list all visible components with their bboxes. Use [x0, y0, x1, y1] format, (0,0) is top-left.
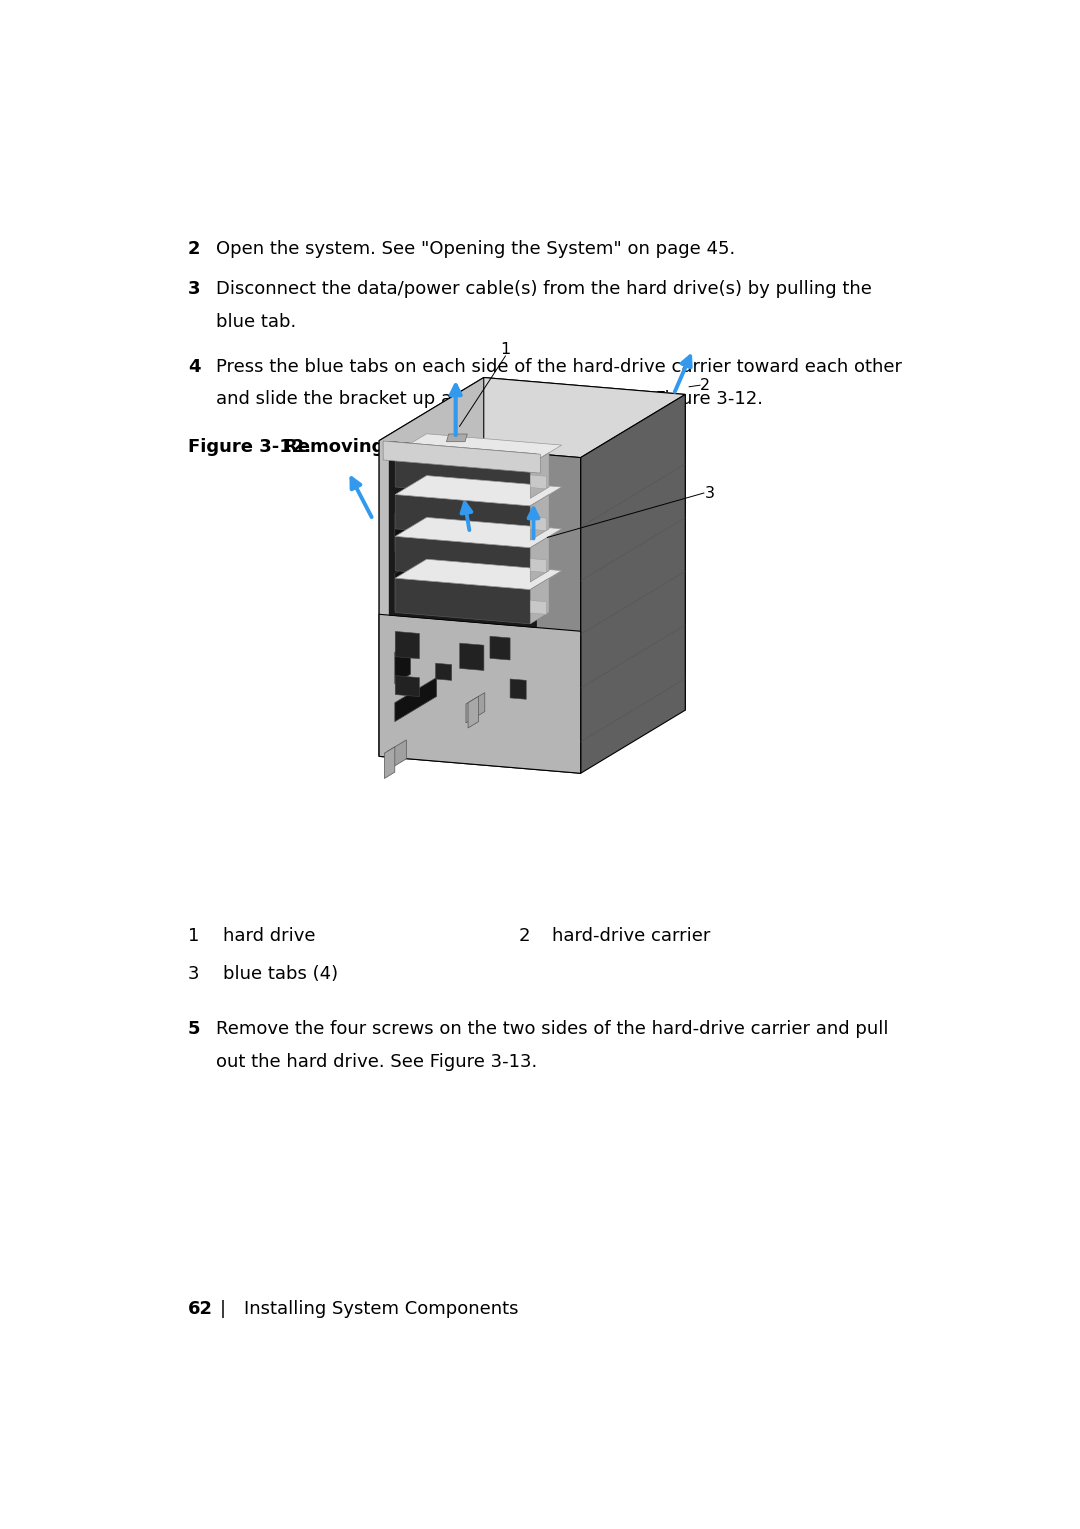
- Polygon shape: [384, 746, 395, 778]
- Polygon shape: [379, 378, 484, 757]
- Polygon shape: [460, 644, 484, 670]
- Polygon shape: [484, 378, 685, 709]
- Text: 62: 62: [188, 1301, 213, 1318]
- Polygon shape: [465, 693, 485, 723]
- Text: Remove the four screws on the two sides of the hard-drive carrier and pull: Remove the four screws on the two sides …: [216, 1020, 889, 1038]
- Polygon shape: [395, 631, 419, 659]
- Polygon shape: [395, 453, 530, 498]
- Polygon shape: [530, 453, 549, 498]
- Polygon shape: [581, 394, 685, 774]
- Text: 5: 5: [188, 1020, 200, 1038]
- Polygon shape: [395, 494, 530, 540]
- Polygon shape: [395, 578, 530, 624]
- Text: 1: 1: [188, 927, 199, 945]
- Polygon shape: [530, 494, 549, 540]
- Text: 3: 3: [188, 280, 200, 298]
- Polygon shape: [379, 378, 685, 457]
- Polygon shape: [510, 679, 526, 699]
- Polygon shape: [468, 696, 478, 728]
- Text: 3: 3: [188, 965, 199, 983]
- Text: 2: 2: [188, 240, 200, 258]
- Text: 2: 2: [700, 378, 710, 393]
- Polygon shape: [395, 517, 562, 547]
- Text: blue tabs (4): blue tabs (4): [222, 965, 338, 983]
- Polygon shape: [395, 560, 562, 590]
- Polygon shape: [530, 476, 546, 489]
- Polygon shape: [389, 442, 537, 466]
- Polygon shape: [383, 440, 540, 472]
- Text: |: |: [220, 1301, 226, 1318]
- Text: Removing a 2.5-Inch Hard-Drive Carrier: Removing a 2.5-Inch Hard-Drive Carrier: [259, 439, 684, 456]
- Text: 3: 3: [705, 486, 715, 500]
- Text: hard drive: hard drive: [222, 927, 315, 945]
- Text: 4: 4: [188, 358, 200, 376]
- Text: hard-drive carrier: hard-drive carrier: [552, 927, 711, 945]
- Text: 2: 2: [518, 927, 530, 945]
- Polygon shape: [389, 442, 537, 627]
- Text: Open the system. See "Opening the System" on page 45.: Open the system. See "Opening the System…: [216, 240, 735, 258]
- Polygon shape: [530, 578, 549, 624]
- Polygon shape: [395, 434, 562, 463]
- Polygon shape: [395, 491, 431, 550]
- Polygon shape: [446, 434, 468, 442]
- Polygon shape: [530, 601, 546, 615]
- Polygon shape: [530, 558, 546, 572]
- Polygon shape: [435, 664, 451, 680]
- Polygon shape: [530, 517, 546, 531]
- Polygon shape: [395, 642, 410, 683]
- Polygon shape: [395, 476, 562, 506]
- Polygon shape: [395, 676, 419, 697]
- Polygon shape: [388, 740, 406, 771]
- Text: Press the blue tabs on each side of the hard-drive carrier toward each other: Press the blue tabs on each side of the …: [216, 358, 903, 376]
- Polygon shape: [379, 615, 581, 774]
- Polygon shape: [395, 537, 530, 583]
- Text: and slide the bracket up and out of the bay. See Figure 3-12.: and slide the bracket up and out of the …: [216, 390, 764, 408]
- Polygon shape: [395, 550, 431, 612]
- Text: Disconnect the data/power cable(s) from the hard drive(s) by pulling the: Disconnect the data/power cable(s) from …: [216, 280, 873, 298]
- Polygon shape: [490, 636, 510, 661]
- Polygon shape: [379, 440, 581, 774]
- Text: out the hard drive. See Figure 3-13.: out the hard drive. See Figure 3-13.: [216, 1053, 538, 1070]
- Text: 1: 1: [500, 342, 511, 358]
- Text: blue tab.: blue tab.: [216, 313, 297, 330]
- Polygon shape: [395, 677, 436, 722]
- Text: Figure 3-12.: Figure 3-12.: [188, 439, 311, 456]
- Text: Installing System Components: Installing System Components: [243, 1301, 518, 1318]
- Polygon shape: [530, 537, 549, 583]
